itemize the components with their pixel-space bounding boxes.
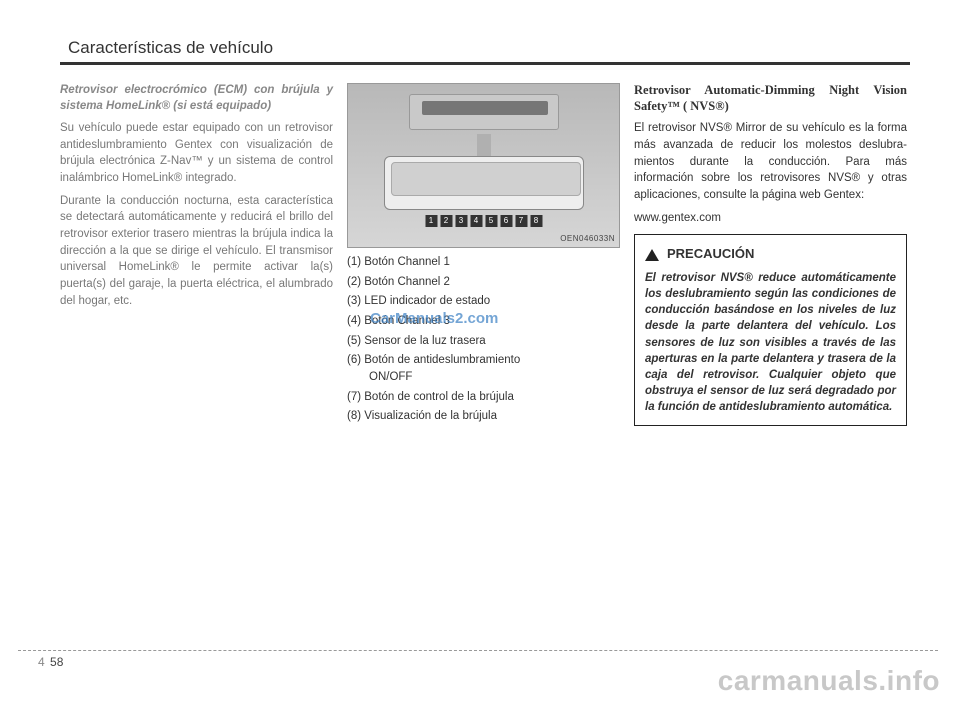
section-title: Características de vehículo (68, 38, 910, 62)
callout-legend: (1) Botón Channel 1 (2) Botón Channel 2 … (347, 254, 620, 425)
legend-item-3: (3) LED indicador de estado (347, 293, 620, 310)
callout-7: 7 (515, 215, 527, 227)
manual-page: Características de vehículo Retrovisor e… (60, 38, 910, 428)
legend-item-1: (1) Botón Channel 1 (347, 254, 620, 271)
footer-dotted-rule (18, 650, 938, 651)
col1-para1: Su vehículo puede estar equipado con un … (60, 120, 333, 187)
content-columns: Retrovisor electrocrómico (ECM) con brúj… (60, 83, 910, 428)
legend-item-2: (2) Botón Channel 2 (347, 274, 620, 291)
section-number: 4 (38, 655, 45, 669)
caution-box: PRECAUCIÓN El retrovisor NVS® reduce aut… (634, 234, 907, 426)
callout-3: 3 (455, 215, 467, 227)
legend-item-6: (6) Botón de antideslumbramiento (347, 352, 620, 369)
callout-2: 2 (440, 215, 452, 227)
legend-item-4: (4) Botón Channel 3 (347, 313, 620, 330)
warning-icon (645, 249, 659, 261)
column-1: Retrovisor electrocrómico (ECM) con brúj… (60, 83, 333, 428)
overhead-console-graphic (409, 94, 559, 130)
caution-title-row: PRECAUCIÓN (645, 245, 896, 264)
caution-body: El retrovisor NVS® reduce automáticament… (645, 270, 896, 415)
callout-5: 5 (485, 215, 497, 227)
caution-title-text: PRECAUCIÓN (667, 245, 754, 264)
col1-para2: Durante la conducción nocturna, esta car… (60, 193, 333, 310)
col3-heading: Retrovisor Automatic-Dimming Night Visio… (634, 83, 907, 114)
watermark-bottom: carmanuals.info (718, 665, 940, 697)
callout-4: 4 (470, 215, 482, 227)
figure-code: OEN046033N (560, 233, 615, 245)
legend-item-7: (7) Botón de control de la brújula (347, 389, 620, 406)
callout-1: 1 (425, 215, 437, 227)
legend-item-6-sub: ON/OFF (347, 369, 620, 386)
col3-url: www.gentex.com (634, 210, 907, 227)
col1-subhead: Retrovisor electrocrómico (ECM) con brúj… (60, 83, 333, 114)
callout-6: 6 (500, 215, 512, 227)
page-number-value: 58 (50, 655, 63, 669)
legend-item-8: (8) Visualización de la brújula (347, 408, 620, 425)
column-2: 1 2 3 4 5 6 7 8 OEN046033N (1) Botón Cha… (347, 83, 620, 428)
legend-item-5: (5) Sensor de la luz trasera (347, 333, 620, 350)
callout-8: 8 (530, 215, 542, 227)
mirror-stem-graphic (477, 134, 491, 156)
col3-para1: El retrovisor NVS® Mirror de su vehículo… (634, 120, 907, 203)
mirror-body-graphic (384, 156, 584, 210)
figure-callouts: 1 2 3 4 5 6 7 8 (425, 215, 542, 227)
mirror-figure: 1 2 3 4 5 6 7 8 OEN046033N (347, 83, 620, 248)
header-rule (60, 62, 910, 65)
page-number: 4 58 (38, 655, 63, 669)
column-3: Retrovisor Automatic-Dimming Night Visio… (634, 83, 907, 428)
